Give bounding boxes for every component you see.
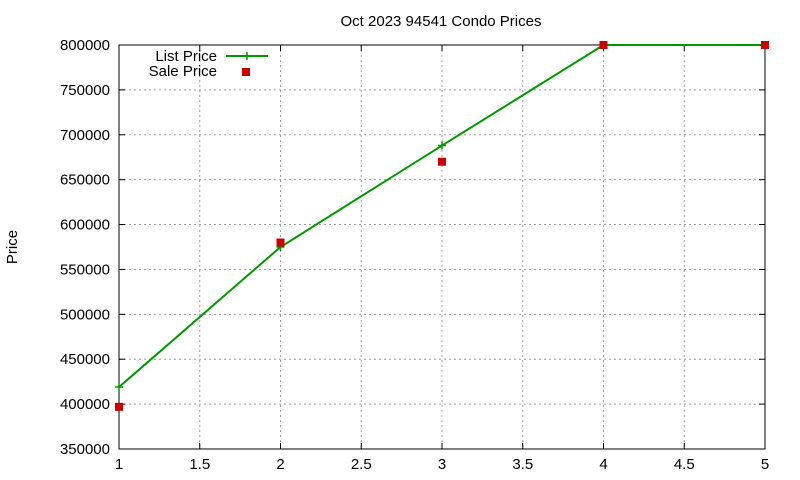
y-tick-label: 550000 xyxy=(60,261,110,278)
x-axis-ticks: 1 1.5 2 2.5 3 3.5 4 4.5 5 xyxy=(115,45,769,473)
x-tick-label: 1.5 xyxy=(189,456,210,473)
y-tick-label: 650000 xyxy=(60,172,110,189)
y-tick-label: 750000 xyxy=(60,82,110,99)
legend-label: Sale Price xyxy=(149,63,217,80)
y-axis-label: Price xyxy=(4,230,21,264)
x-tick-label: 2.5 xyxy=(351,456,372,473)
y-tick-label: 700000 xyxy=(60,127,110,144)
y-tick-label: 600000 xyxy=(60,217,110,234)
y-tick-label: 350000 xyxy=(60,441,110,458)
series-layer xyxy=(115,41,769,411)
sale-price-point xyxy=(115,402,123,411)
x-tick-label: 1 xyxy=(115,456,123,473)
legend-label: List Price xyxy=(155,48,217,65)
x-tick-label: 5 xyxy=(761,456,769,473)
x-tick-label: 4.5 xyxy=(674,456,695,473)
legend-plus-marker xyxy=(243,52,251,60)
x-tick-label: 3 xyxy=(438,456,446,473)
sale-price-point xyxy=(276,238,285,247)
x-tick-label: 3.5 xyxy=(512,456,533,473)
legend-square-marker xyxy=(242,68,250,76)
list-price-point xyxy=(438,141,446,150)
sale-price-point xyxy=(438,157,446,166)
x-tick-label: 2 xyxy=(276,456,284,473)
sale-price-point xyxy=(599,41,608,49)
y-tick-label: 800000 xyxy=(60,37,110,54)
chart-title: Oct 2023 94541 Condo Prices xyxy=(341,13,542,30)
list-price-point xyxy=(115,383,123,392)
y-tick-label: 400000 xyxy=(60,396,110,413)
sale-price-point xyxy=(761,41,769,49)
grid-lines xyxy=(119,45,765,449)
x-tick-label: 4 xyxy=(599,456,607,473)
y-tick-label: 450000 xyxy=(60,351,110,368)
y-tick-label: 500000 xyxy=(60,306,110,323)
y-axis-ticks: 350000 400000 450000 500000 550000 600000 6500… xyxy=(60,37,765,458)
